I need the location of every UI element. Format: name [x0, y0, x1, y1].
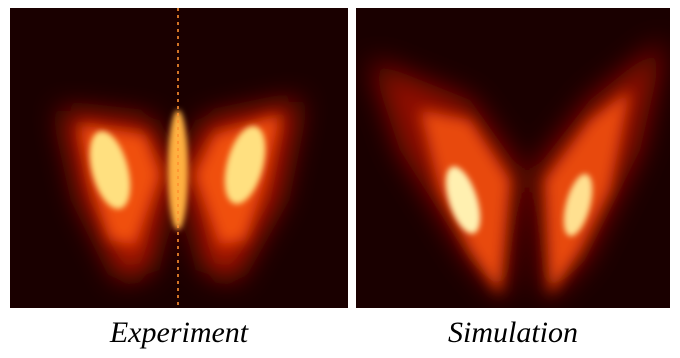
caption: Simulation — [448, 316, 578, 349]
simulation-image — [356, 8, 670, 308]
experiment-image — [10, 8, 348, 308]
caption: Experiment — [109, 316, 249, 349]
